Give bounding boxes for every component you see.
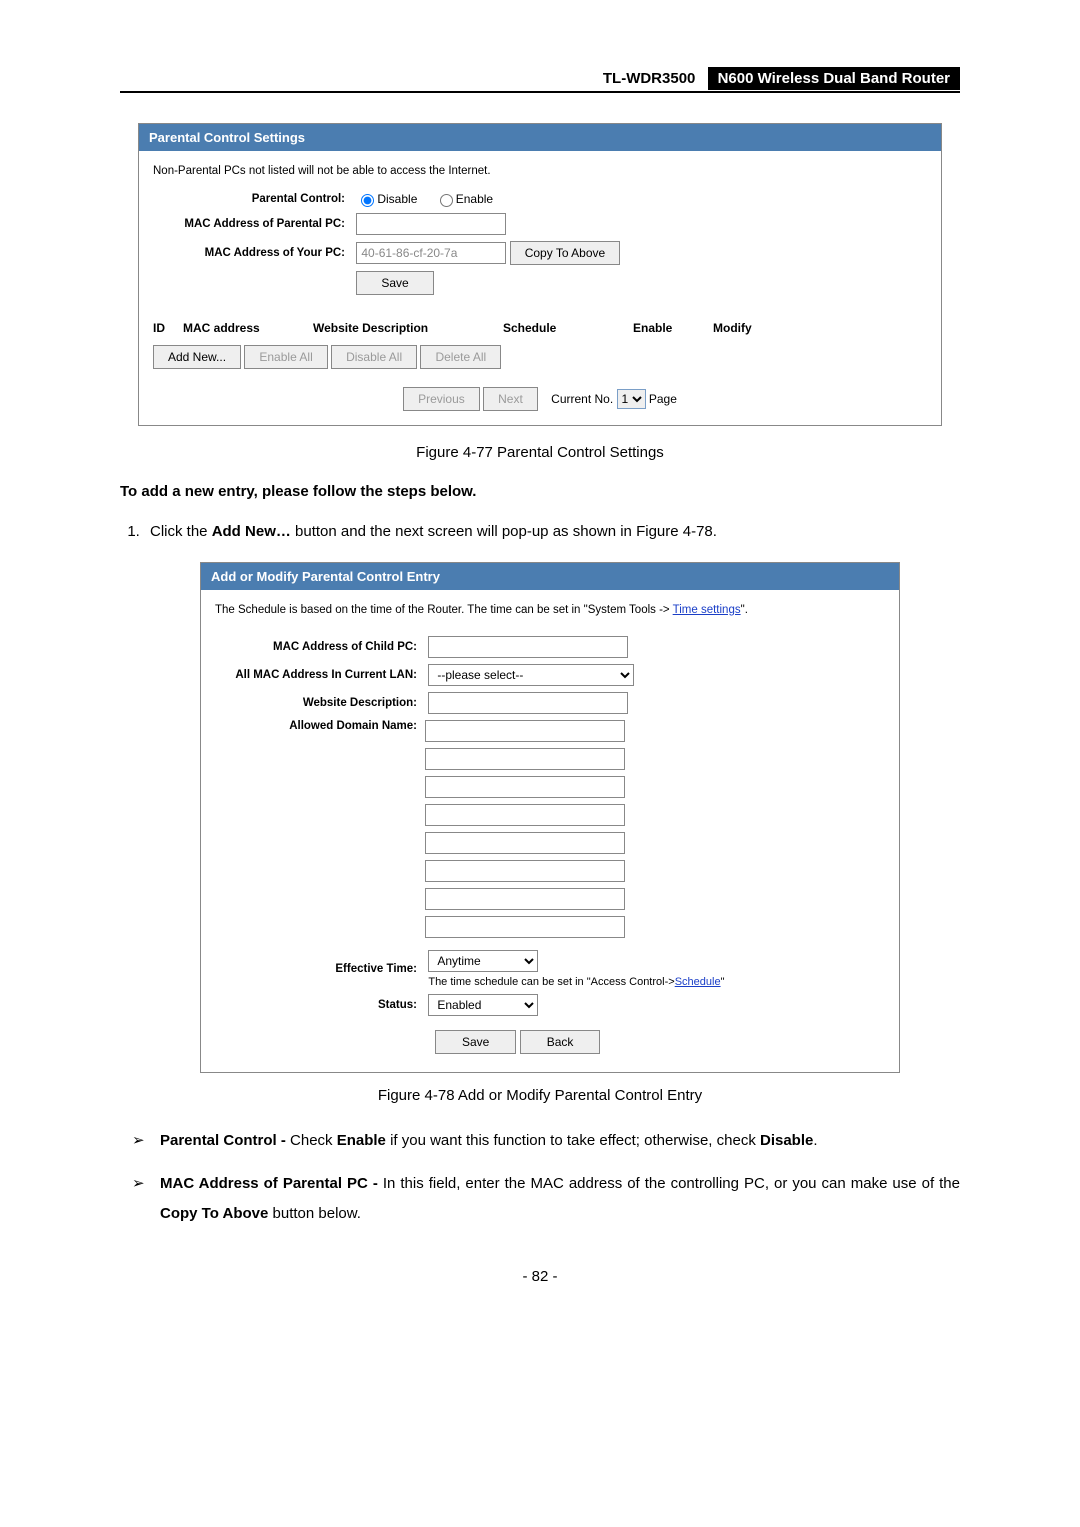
col-mac: MAC address [183,321,313,335]
mac-child-label: MAC Address of Child PC: [215,641,425,653]
eff-time-label: Effective Time: [215,963,425,975]
page-suffix: Page [649,392,677,406]
col-id: ID [153,321,183,335]
domain-input-8[interactable] [425,916,625,938]
save-button-2[interactable]: Save [435,1030,516,1054]
add-modify-panel: Add or Modify Parental Control Entry The… [200,562,900,1073]
figure-caption-2: Figure 4-78 Add or Modify Parental Contr… [120,1087,960,1104]
schedule-notice: The Schedule is based on the time of the… [215,604,885,616]
bullet-mac-parental: MAC Address of Parental PC - In this fie… [120,1169,960,1228]
status-select[interactable]: Enabled [428,994,538,1016]
domain-input-3[interactable] [425,776,625,798]
panel-notice: Non-Parental PCs not listed will not be … [153,165,927,177]
domain-input-1[interactable] [425,720,625,742]
disable-all-button[interactable]: Disable All [331,345,417,369]
domain-label: Allowed Domain Name: [215,720,425,944]
page-select[interactable]: 1 [617,389,646,409]
product-title: N600 Wireless Dual Band Router [708,67,960,90]
bullet-parental-control: Parental Control - Check Enable if you w… [120,1126,960,1155]
panel2-title: Add or Modify Parental Control Entry [201,563,899,590]
copy-to-above-button[interactable]: Copy To Above [510,241,621,265]
disable-radio[interactable] [361,194,374,207]
time-settings-link[interactable]: Time settings [673,604,741,616]
panel-title: Parental Control Settings [139,124,941,151]
disable-radio-label: Disable [377,192,417,206]
schedule-link[interactable]: Schedule [675,976,721,988]
save-button[interactable]: Save [356,271,433,295]
mac-child-input[interactable] [428,636,628,658]
domain-input-4[interactable] [425,804,625,826]
step-1: Click the Add New… button and the next s… [144,520,960,544]
current-no-label: Current No. [551,392,613,406]
enable-all-button[interactable]: Enable All [244,345,327,369]
back-button[interactable]: Back [520,1030,601,1054]
table-header: ID MAC address Website Description Sched… [153,315,927,341]
col-modify: Modify [713,321,773,335]
parental-control-label: Parental Control: [153,193,353,205]
all-mac-label: All MAC Address In Current LAN: [215,669,425,681]
col-sched: Schedule [503,321,633,335]
col-enable: Enable [633,321,713,335]
mac-parental-input[interactable] [356,213,506,235]
web-desc-input[interactable] [428,692,628,714]
page-number: - 82 - [120,1268,960,1285]
domain-input-2[interactable] [425,748,625,770]
next-button[interactable]: Next [483,387,538,411]
mac-your-label: MAC Address of Your PC: [153,247,353,259]
mac-parental-label: MAC Address of Parental PC: [153,218,353,230]
delete-all-button[interactable]: Delete All [420,345,501,369]
status-label: Status: [215,999,425,1011]
figure-caption-1: Figure 4-77 Parental Control Settings [120,444,960,461]
col-desc: Website Description [313,321,503,335]
schedule-hint: The time schedule can be set in "Access … [428,976,724,988]
add-new-button[interactable]: Add New... [153,345,241,369]
effective-time-select[interactable]: Anytime [428,950,538,972]
enable-radio[interactable] [440,194,453,207]
doc-header: TL-WDR3500 N600 Wireless Dual Band Route… [120,70,960,87]
instruction-heading: To add a new entry, please follow the st… [120,483,960,500]
header-rule [120,91,960,93]
web-desc-label: Website Description: [215,697,425,709]
domain-input-7[interactable] [425,888,625,910]
all-mac-select[interactable]: --please select-- [428,664,634,686]
domain-input-5[interactable] [425,832,625,854]
previous-button[interactable]: Previous [403,387,480,411]
enable-radio-label: Enable [456,192,493,206]
domain-input-6[interactable] [425,860,625,882]
mac-your-input [356,242,506,264]
model-label: TL-WDR3500 [603,70,696,87]
parental-control-panel: Parental Control Settings Non-Parental P… [138,123,942,426]
